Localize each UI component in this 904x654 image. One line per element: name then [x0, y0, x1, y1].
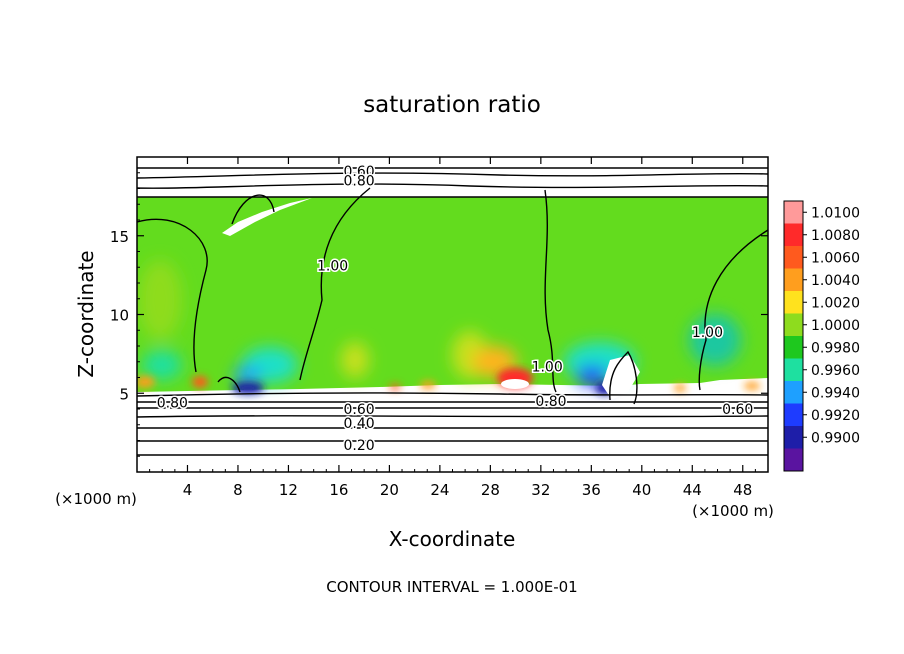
x-unit-right: (×1000 m) [692, 502, 774, 520]
x-tick-label: 44 [683, 481, 702, 499]
contour-label: 0.60 [344, 164, 375, 180]
colorbar-label: 0.9980 [811, 340, 860, 356]
x-tick-label: 32 [531, 481, 550, 499]
colorbar: 1.0100 1.0080 1.0060 1.0040 1.0020 1.0000 0.99… [783, 200, 860, 472]
contour-label: 1.00 [532, 359, 563, 375]
x-axis-label: X-coordinate [389, 527, 516, 551]
colorbar-swatch [784, 381, 803, 404]
colorbar-label: 0.9940 [811, 385, 860, 401]
x-tick-label: 48 [733, 481, 752, 499]
contour-labels: 0.600.801.001.001.000.80 0.600.400.200.80… [155, 163, 755, 456]
contour-label: 0.20 [344, 438, 375, 454]
colorbar-label: 0.9960 [811, 363, 860, 379]
contour-interval-note: CONTOUR INTERVAL = 1.000E-01 [326, 578, 577, 596]
contour-label: 0.60 [722, 402, 753, 418]
y-tick-label: 10 [110, 307, 129, 325]
colorbar-swatch [784, 403, 803, 426]
colorbar-label: 1.0040 [811, 273, 860, 289]
x-tick-label: 24 [430, 481, 449, 499]
colorbar-label: 1.0100 [811, 205, 860, 221]
y-axis: 5 10 15 [110, 172, 768, 457]
x-tick-label: 8 [233, 481, 243, 499]
x-tick-label: 12 [279, 481, 298, 499]
y-tick-label: 15 [110, 228, 129, 246]
x-tick-label: 4 [183, 481, 193, 499]
colorbar-swatch [784, 201, 803, 224]
colorbar-label: 1.0000 [811, 318, 860, 334]
x-tick-label: 40 [632, 481, 651, 499]
contour-label: 1.00 [692, 325, 723, 341]
colorbar-swatch [784, 336, 803, 359]
colorbar-label: 0.9920 [811, 408, 860, 424]
colorbar-label: 1.0080 [811, 228, 860, 244]
saturation-field [137, 157, 768, 472]
contour-label: 0.60 [344, 402, 375, 418]
x-unit-left: (×1000 m) [55, 490, 137, 508]
x-tick-label: 20 [380, 481, 399, 499]
colorbar-label: 1.0020 [811, 295, 860, 311]
colorbar-label: 0.9900 [811, 430, 860, 446]
x-axis: 4 8 12 16 20 24 28 32 36 40 44 48 [149, 157, 756, 499]
colorbar-swatch [784, 426, 803, 449]
chart-title: saturation ratio [363, 92, 541, 118]
colorbar-swatch [784, 358, 803, 381]
x-tick-label: 16 [329, 481, 348, 499]
x-tick-label: 36 [582, 481, 601, 499]
colorbar-swatch [784, 448, 803, 471]
colorbar-swatch [784, 291, 803, 314]
y-tick-label: 5 [119, 385, 129, 403]
colorbar-swatch [784, 313, 803, 336]
contour-label: 0.40 [344, 416, 375, 432]
colorbar-swatch [784, 246, 803, 269]
colorbar-frame [783, 200, 804, 472]
contour-label: 0.80 [157, 396, 188, 412]
contour-label: 1.00 [317, 259, 348, 275]
contour-label: 0.80 [535, 394, 566, 410]
y-axis-label: Z-coordinate [74, 250, 98, 377]
colorbar-label: 1.0060 [811, 250, 860, 266]
contour-label: 0.80 [344, 174, 375, 190]
colorbar-swatch [784, 223, 803, 246]
colorbar-swatch [784, 268, 803, 291]
x-tick-label: 28 [481, 481, 500, 499]
contour-lines [137, 167, 768, 456]
